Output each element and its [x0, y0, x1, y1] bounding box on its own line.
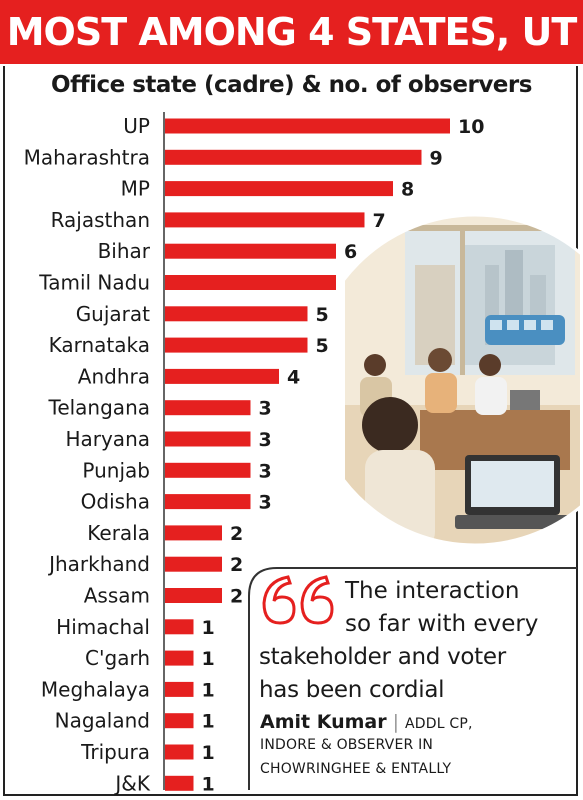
bar	[165, 588, 222, 603]
category-label: Haryana	[65, 427, 150, 451]
speaker-name: Amit Kumar	[260, 711, 387, 733]
value-label: 1	[202, 617, 215, 639]
bar	[165, 619, 194, 635]
value-label: 8	[401, 179, 414, 201]
quote-line-2: so far with every	[345, 611, 539, 637]
value-label: 2	[230, 523, 243, 545]
quote-attribution: Amit Kumar | ADDL CP, INDORE & OBSERVER IN…	[260, 711, 575, 781]
quote-mark-icon	[262, 575, 334, 625]
quote-line-1: The interaction	[345, 578, 520, 604]
category-label: Karnataka	[49, 333, 150, 357]
value-label: 6	[344, 241, 357, 263]
category-label: J&K	[113, 771, 150, 795]
bar	[165, 713, 194, 729]
office-illustration	[345, 213, 580, 547]
headline: MOST AMONG 4 STATES, UT	[0, 0, 583, 64]
category-label: Assam	[84, 584, 150, 608]
speaker-role-line-1: ADDL CP,	[405, 716, 473, 732]
bar	[165, 306, 308, 322]
category-label: Rajasthan	[51, 208, 150, 232]
chart-title: Office state (cadre) & no. of observers	[51, 72, 532, 98]
category-label: Bihar	[98, 239, 151, 263]
bar	[165, 525, 222, 541]
value-label: 2	[230, 586, 243, 608]
bar	[165, 243, 336, 259]
bar	[165, 556, 222, 572]
category-label: Punjab	[82, 458, 150, 482]
value-label: 7	[373, 210, 386, 232]
bar	[165, 650, 194, 666]
quote-text: The interaction so far with every stakeh…	[259, 575, 577, 707]
value-label: 3	[259, 460, 272, 482]
bar	[165, 681, 194, 697]
category-label: Himachal	[56, 615, 150, 639]
quote-line-4: has been cordial	[259, 677, 445, 703]
category-label: Odisha	[81, 490, 150, 514]
bar	[165, 775, 194, 791]
value-label: 10	[458, 116, 484, 138]
value-label: 1	[202, 679, 215, 701]
bar	[165, 149, 422, 165]
category-label: Nagaland	[55, 709, 150, 733]
bar	[165, 118, 450, 134]
bar	[165, 212, 365, 228]
bar	[165, 181, 393, 197]
value-label: 1	[202, 711, 215, 733]
bar	[165, 494, 251, 510]
category-label: MP	[121, 177, 150, 201]
speaker-role-line-3: CHOWRINGHEE & ENTALLY	[260, 761, 452, 777]
category-label: Kerala	[87, 521, 150, 545]
bar	[165, 368, 279, 384]
bar	[165, 744, 194, 760]
bar	[165, 462, 251, 478]
value-label: 1	[202, 742, 215, 764]
bar	[165, 337, 308, 353]
value-label: 3	[259, 398, 272, 420]
category-label: Andhra	[78, 364, 150, 388]
value-label: 9	[430, 147, 443, 169]
value-label: 5	[316, 304, 329, 326]
category-label: Telangana	[48, 396, 151, 420]
quote-line-3: stakeholder and voter	[259, 644, 506, 670]
bar	[165, 400, 251, 416]
value-label: 1	[202, 648, 215, 670]
value-label: 1	[202, 773, 215, 795]
quote-box	[248, 567, 577, 790]
category-label: Meghalaya	[41, 677, 150, 701]
value-label: 3	[259, 492, 272, 514]
value-label: 2	[230, 554, 243, 576]
category-label: Tripura	[80, 740, 150, 764]
bar	[165, 431, 251, 447]
category-label: Jharkhand	[47, 552, 150, 576]
value-label: 4	[287, 366, 300, 388]
value-label: 5	[316, 335, 329, 357]
category-label: Gujarat	[76, 302, 150, 326]
category-label: C'garh	[85, 646, 150, 670]
category-label: UP	[123, 114, 150, 138]
category-label: Tamil Nadu	[38, 271, 150, 295]
bar	[165, 275, 336, 290]
speaker-role-line-2: INDORE & OBSERVER IN	[260, 737, 434, 753]
category-label: Maharashtra	[24, 145, 150, 169]
value-label: 3	[259, 429, 272, 451]
